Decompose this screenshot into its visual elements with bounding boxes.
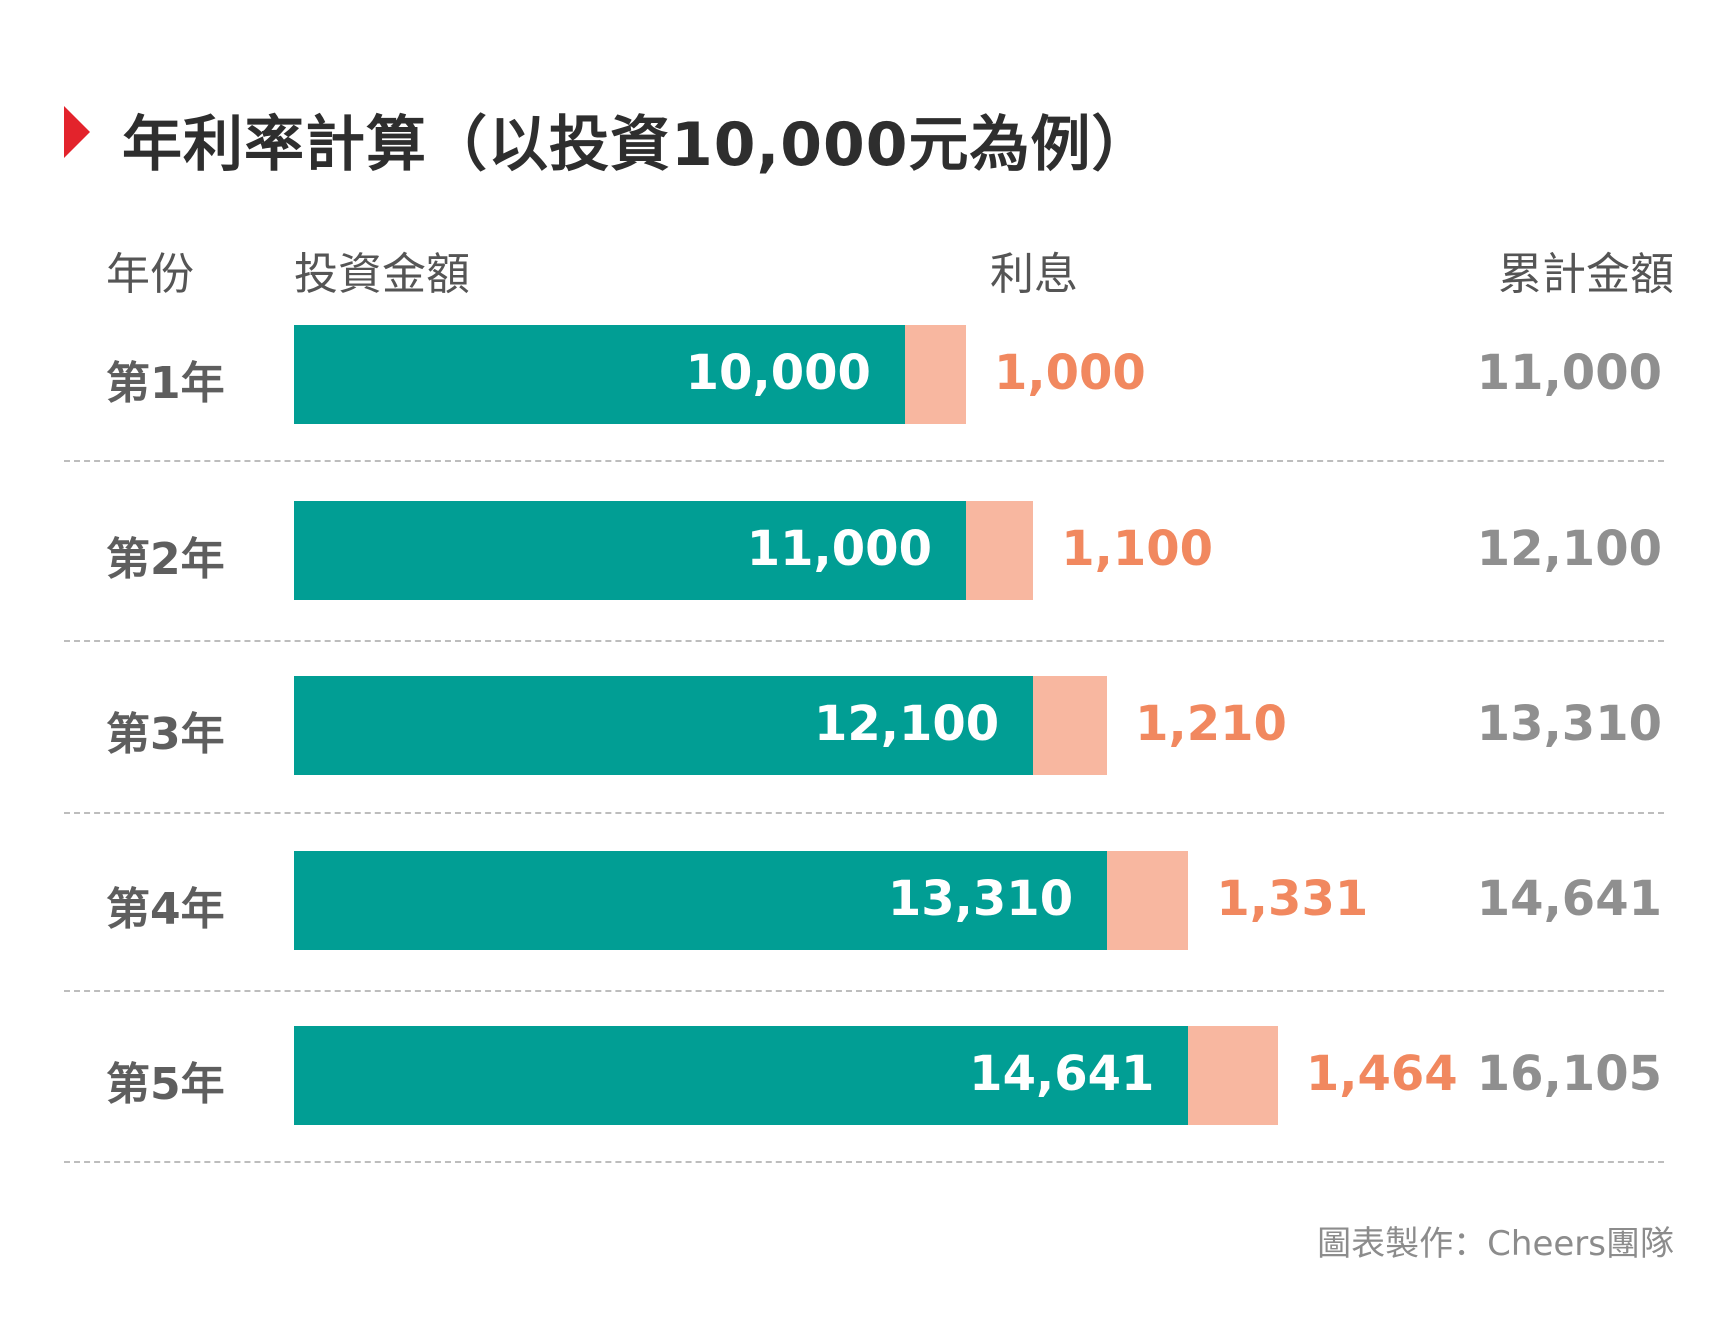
principal-value-label: 11,000 [746,521,932,577]
total-value-label: 11,000 [1476,345,1662,401]
principal-value-label: 14,641 [969,1046,1155,1102]
row-divider [64,640,1664,642]
interest-value-label: 1,210 [1135,696,1287,752]
year-label: 第4年 [106,884,225,935]
title-marker [64,106,90,158]
interest-bar [965,501,1034,600]
total-value-label: 16,105 [1476,1046,1662,1102]
interest-bar [1033,676,1108,775]
principal-bar [294,1026,1189,1125]
header-year: 年份 [106,249,194,300]
interest-value-label: 1,000 [993,345,1146,401]
header-total: 累計金額 [1498,249,1674,300]
year-label: 第1年 [106,358,225,409]
principal-bar [294,501,966,600]
principal-value-label: 13,310 [887,871,1074,927]
interest-value-label: 1,464 [1305,1046,1458,1102]
footer-credit: 圖表製作：Cheers團隊 [1317,1224,1674,1264]
year-label: 第2年 [106,534,225,585]
interest-bar [1107,851,1189,950]
principal-bar [294,851,1108,950]
interest-value-label: 1,331 [1216,871,1369,927]
principal-bar [294,325,905,424]
row-divider [64,812,1664,814]
principal-bar [294,676,1034,775]
row-divider [64,990,1664,992]
header-principal: 投資金額 [294,249,470,300]
total-value-label: 14,641 [1476,871,1662,927]
total-value-label: 12,100 [1476,521,1662,577]
year-label: 第5年 [106,1059,225,1110]
total-value-label: 13,310 [1476,696,1662,752]
interest-value-label: 1,100 [1061,521,1214,577]
principal-value-label: 12,100 [813,696,1000,752]
principal-value-label: 10,000 [685,345,871,401]
interest-bar [904,325,966,424]
header-interest: 利息 [990,249,1078,300]
row-divider [64,460,1664,462]
interest-bar [1188,1026,1278,1125]
chart-title: 年利率計算（以投資10,000元為例） [122,110,1153,180]
row-divider [64,1161,1664,1163]
year-label: 第3年 [106,709,225,760]
